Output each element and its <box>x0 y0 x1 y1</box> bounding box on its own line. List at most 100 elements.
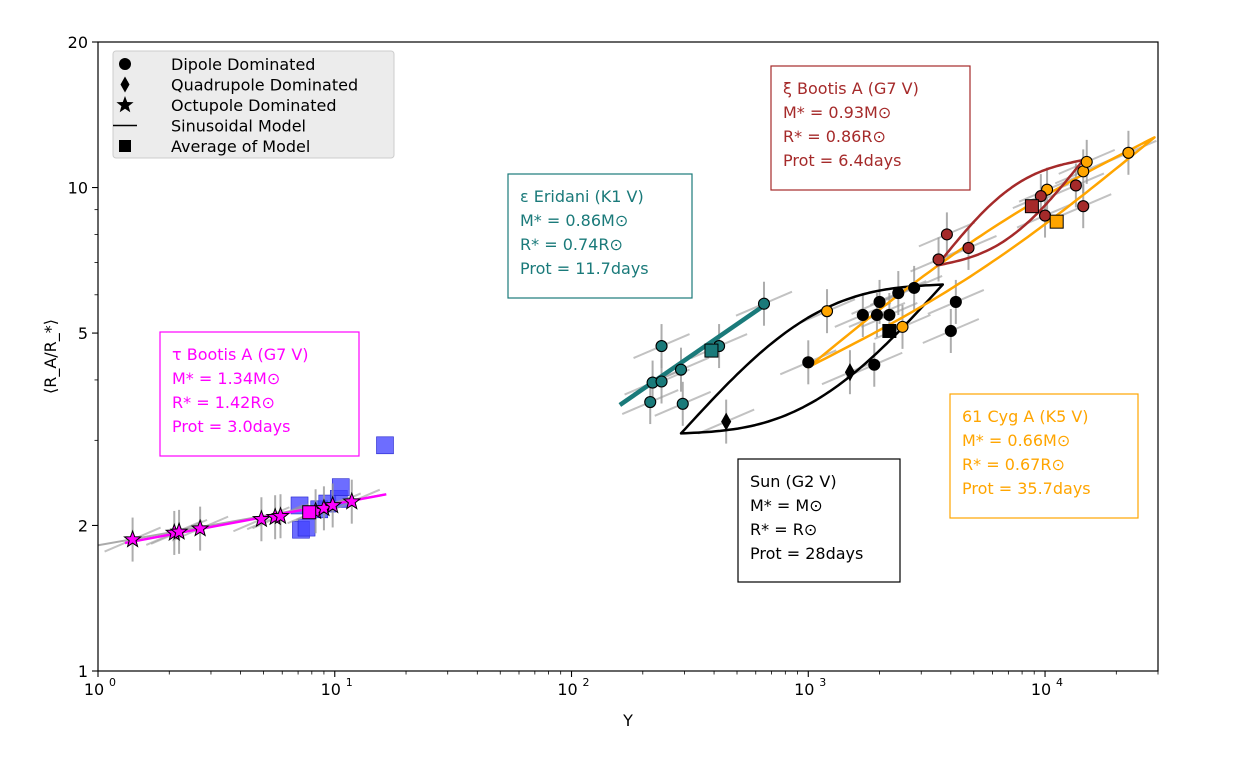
x-tick-exp-4: 4 <box>1056 676 1063 689</box>
x-tick-exp-3: 3 <box>819 676 826 689</box>
sun-point-11 <box>844 363 856 382</box>
extra-square-7 <box>376 436 394 455</box>
y-tick-label-3: 10 <box>68 179 88 198</box>
legend-label-0: Dipole Dominated <box>171 55 315 74</box>
eps-eridani-annotation: ε Eridani (K1 V) M* = 0.86M⊙ R* = 0.74R⊙ Pr… <box>507 173 693 299</box>
sun-point-7 <box>908 281 921 294</box>
tau-bootis-annotation-box <box>159 331 360 457</box>
61-cyg-point-5 <box>1122 146 1135 159</box>
x-tick-exp-1: 1 <box>346 676 353 689</box>
tau-bootis-point-10 <box>342 491 362 510</box>
eps-eridani-point-7 <box>757 297 771 310</box>
eps-eridani-point-2 <box>655 375 668 388</box>
xi-bootis-point-2 <box>962 241 975 254</box>
sun-point-8 <box>944 324 957 338</box>
x-tick-label-3: 10 <box>794 680 814 699</box>
sun-point-6 <box>892 287 905 300</box>
61-cyg-point-0 <box>820 305 834 318</box>
61-cyg-annotation-line-3: Prot = 35.7days <box>962 479 1091 498</box>
x-tick-label-0: 10 <box>84 680 104 699</box>
sun-point-3 <box>870 308 883 322</box>
y-tick-label-2: 5 <box>78 324 88 343</box>
extra-square-6 <box>331 478 350 496</box>
y-tick-label-1: 2 <box>78 516 88 535</box>
xi-bootis-point-4 <box>1038 209 1052 222</box>
legend-label-4: Average of Model <box>171 137 310 156</box>
eps-eridani-average-square <box>704 343 719 358</box>
sun-point-10 <box>721 412 732 431</box>
legend-star-icon <box>116 96 134 113</box>
legend-label-2: Octupole Dominated <box>171 96 336 115</box>
x-tick-exp-2: 2 <box>583 676 590 689</box>
xi-bootis-annotation: ξ Bootis A (G7 V) M* = 0.93M⊙ R* = 0.86R⊙ P… <box>770 65 971 191</box>
tau-bootis-point-6 <box>271 506 290 525</box>
plot-area <box>98 130 1157 562</box>
xi-bootis-average-square <box>1024 199 1039 214</box>
legend-label-1: Quadrupole Dominated <box>171 76 358 95</box>
61-cyg-annotation: 61 Cyg A (K5 V) M* = 0.66M⊙ R* = 0.67R⊙ Pro… <box>949 393 1139 519</box>
plot-frame <box>97 41 1159 672</box>
xi-bootis-point-6 <box>1077 200 1090 213</box>
eps-eridani-point-0 <box>644 395 657 409</box>
tau-bootis-point-3 <box>190 518 210 537</box>
xi-bootis-annotation-box <box>770 65 971 191</box>
sun-point-5 <box>883 308 896 322</box>
tau-bootis-annotation-line-1: M* = 1.34M⊙ <box>172 369 280 388</box>
eps-eridani-annotation-box <box>507 173 693 299</box>
xi-bootis-point-0 <box>932 253 945 266</box>
sun-annotation: Sun (G2 V) M* = M⊙ R* = R⊙ Prot = 28days <box>737 458 901 583</box>
legend-diamond-icon <box>120 76 130 93</box>
sun-point-1 <box>856 308 869 322</box>
legend-circle-icon <box>119 58 131 70</box>
x-tick-label-1: 10 <box>321 680 341 699</box>
legend: Dipole Dominated Quadrupole DominatedOctu… <box>112 50 395 159</box>
x-tick-exp-0: 0 <box>109 676 116 689</box>
xi-bootis-point-1 <box>940 228 953 241</box>
sun-point-0 <box>802 356 815 369</box>
eps-eridani-annotation-line-0: ε Eridani (K1 V) <box>520 187 644 206</box>
tau-bootis-annotation-line-0: τ Bootis A (G7 V) <box>172 345 309 364</box>
xi-bootis-point-5 <box>1069 179 1082 192</box>
tau-bootis-point-4 <box>251 509 271 528</box>
tau-bootis-annotation-line-3: Prot = 3.0days <box>172 417 290 436</box>
tau-bootis-annotation-line-2: R* = 1.42R⊙ <box>172 393 275 412</box>
tau-bootis-point-9 <box>323 495 343 514</box>
sun-point-2 <box>868 358 881 371</box>
sun-annotation-line-2: R* = R⊙ <box>750 520 817 539</box>
eps-eridani-annotation-line-3: Prot = 11.7days <box>520 259 649 278</box>
eps-eridani-annotation-line-2: R* = 0.74R⊙ <box>520 235 623 254</box>
legend-square-icon <box>119 140 131 152</box>
legend-label-3: Sinusoidal Model <box>171 117 306 136</box>
x-tick-label-4: 10 <box>1031 680 1051 699</box>
sun-annotation-line-1: M* = M⊙ <box>750 496 823 515</box>
xi-bootis-annotation-line-3: Prot = 6.4days <box>783 151 901 170</box>
eps-eridani-point-3 <box>655 340 668 353</box>
sun-point-9 <box>949 295 962 308</box>
y-axis-label: ⟨R_A/R_*⟩ <box>41 319 61 394</box>
tau-bootis-point-2 <box>169 521 189 540</box>
legend-box <box>112 50 395 159</box>
extra-square-1 <box>297 518 316 537</box>
61-cyg-annotation-box <box>949 393 1139 519</box>
sun-average-square <box>882 323 897 338</box>
eps-eridani-point-4 <box>674 363 688 376</box>
star-annotations: τ Bootis A (G7 V) M* = 1.34M⊙ R* = 1.42R⊙ P… <box>159 65 1139 583</box>
tau-bootis-average-square <box>302 505 317 520</box>
61-cyg-annotation-line-0: 61 Cyg A (K5 V) <box>962 407 1089 426</box>
xi-bootis-point-3 <box>1034 190 1047 203</box>
61-cyg-model-curve <box>807 136 1156 369</box>
sun-annotation-box <box>737 458 901 583</box>
61-cyg-annotation-line-1: M* = 0.66M⊙ <box>962 431 1070 450</box>
eps-eridani-annotation-line-1: M* = 0.86M⊙ <box>520 211 628 230</box>
61-cyg-point-4 <box>1080 155 1093 168</box>
61-cyg-annotation-line-2: R* = 0.67R⊙ <box>962 455 1065 474</box>
sun-annotation-line-0: Sun (G2 V) <box>750 472 837 491</box>
tau-bootis-point-0 <box>123 529 143 548</box>
y-tick-label-0: 1 <box>78 662 88 681</box>
sun-annotation-line-3: Prot = 28days <box>750 544 863 563</box>
eps-eridani-model-curve <box>618 303 766 407</box>
xi-bootis-annotation-line-0: ξ Bootis A (G7 V) <box>783 79 919 98</box>
tau-bootis-annotation: τ Bootis A (G7 V) M* = 1.34M⊙ R* = 1.42R⊙ P… <box>159 331 360 457</box>
